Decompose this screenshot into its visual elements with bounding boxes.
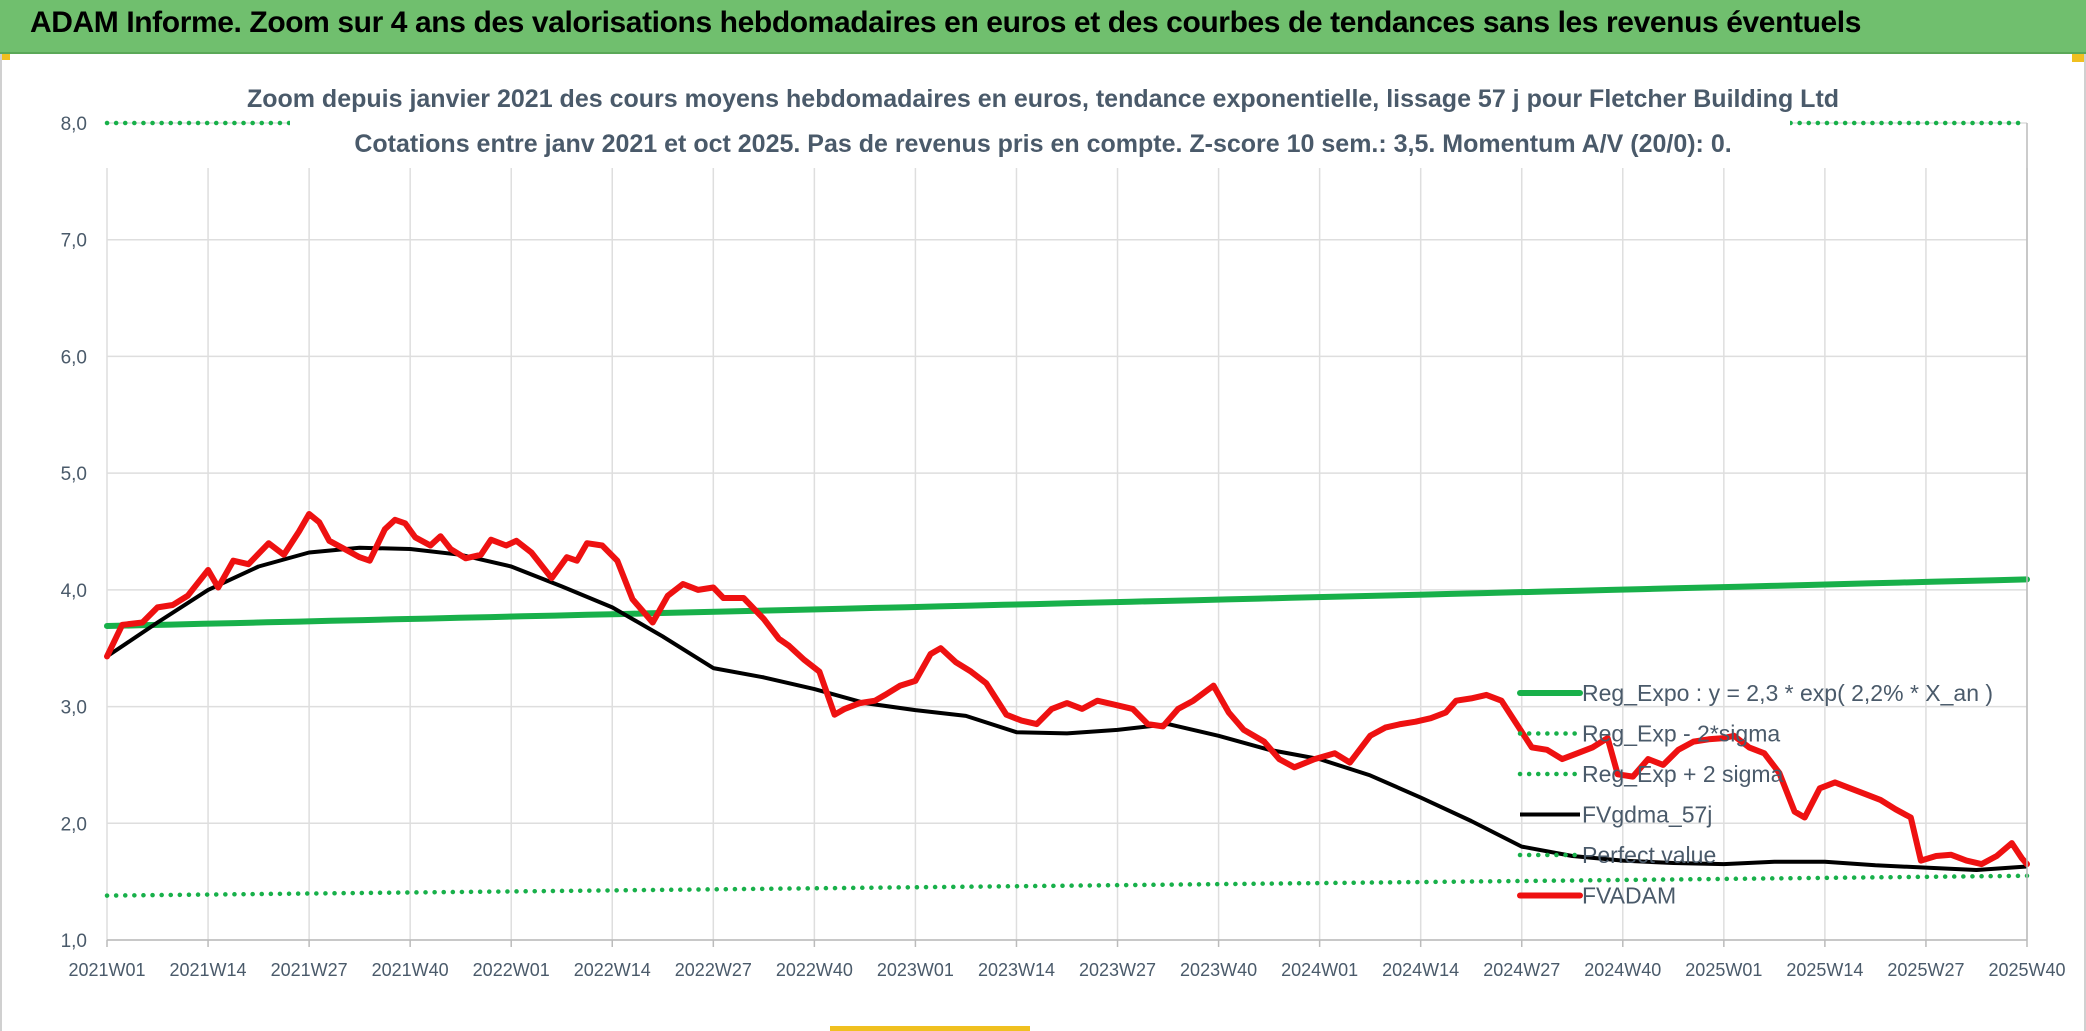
x-tick-label: 2023W14 — [978, 960, 1055, 980]
chart-title-background — [290, 74, 1790, 166]
report-banner: ADAM Informe. Zoom sur 4 ans des valoris… — [0, 0, 2086, 54]
x-tick-label: 2023W01 — [877, 960, 954, 980]
series-line-5 — [104, 511, 2030, 868]
legend-label-1: Reg_Exp - 2*sigma — [1582, 721, 1780, 747]
y-tick-label: 7,0 — [61, 231, 87, 252]
y-tick-label: 3,0 — [61, 698, 87, 719]
legend-label-3: FVgdma_57j — [1582, 802, 1712, 828]
x-tick-label: 2023W27 — [1079, 960, 1156, 980]
x-tick-label: 2024W40 — [1584, 960, 1661, 980]
report-title: ADAM Informe. Zoom sur 4 ans des valoris… — [30, 6, 1862, 39]
x-tick-label: 2024W14 — [1382, 960, 1459, 980]
legend-label-4: Perfect value — [1582, 842, 1716, 868]
x-tick-label: 2024W01 — [1281, 960, 1358, 980]
series-line-1 — [104, 873, 2030, 898]
y-tick-label: 2,0 — [61, 814, 87, 835]
x-tick-label: 2025W01 — [1685, 960, 1762, 980]
series-line-0 — [104, 576, 2030, 629]
x-tick-label: 2021W40 — [372, 960, 449, 980]
x-tick-label: 2021W27 — [271, 960, 348, 980]
x-tick-label: 2025W14 — [1786, 960, 1863, 980]
y-tick-label: 8,0 — [61, 114, 87, 135]
x-tick-label: 2025W27 — [1887, 960, 1964, 980]
chart-frame — [0, 54, 2086, 1031]
series-line-3 — [105, 545, 2028, 872]
legend-label-0: Reg_Expo : y = 2,3 * exp( 2,2% * X_an ) — [1582, 680, 1993, 706]
y-tick-label: 6,0 — [61, 347, 87, 368]
x-tick-label: 2024W27 — [1483, 960, 1560, 980]
x-tick-label: 2025W40 — [1988, 960, 2065, 980]
x-tick-label: 2022W40 — [776, 960, 853, 980]
y-tick-label: 4,0 — [61, 581, 87, 602]
x-tick-label: 2023W40 — [1180, 960, 1257, 980]
y-tick-label: 1,0 — [61, 931, 87, 952]
chart-axes: 1,0 2,0 3,0 4,0 5,0 6,0 7,0 8,0 2021W01 2021W14 20… — [61, 114, 2066, 980]
x-tick-label: 2022W27 — [675, 960, 752, 980]
chart-title-line-2: Cotations entre janv 2021 et oct 2025. P… — [354, 130, 1731, 158]
x-tick-label: 2021W14 — [170, 960, 247, 980]
x-tick-label: 2021W01 — [68, 960, 145, 980]
chart-title-line-1: Zoom depuis janvier 2021 des cours moyen… — [247, 85, 1839, 113]
x-tick-label: 2022W01 — [473, 960, 550, 980]
x-tick-label: 2022W14 — [574, 960, 651, 980]
y-tick-label: 5,0 — [61, 464, 87, 485]
legend-label-5: FVADAM — [1582, 883, 1676, 909]
bottom-marker — [830, 1026, 1030, 1031]
legend-label-2: Reg_Exp + 2 sigma — [1582, 761, 1784, 787]
chart-legend: Reg_Expo : y = 2,3 * exp( 2,2% * X_an ) R… — [1517, 680, 1993, 909]
chart-gridlines — [106, 122, 2028, 941]
corner-marker-left — [0, 54, 10, 60]
corner-marker-right — [2072, 54, 2086, 62]
